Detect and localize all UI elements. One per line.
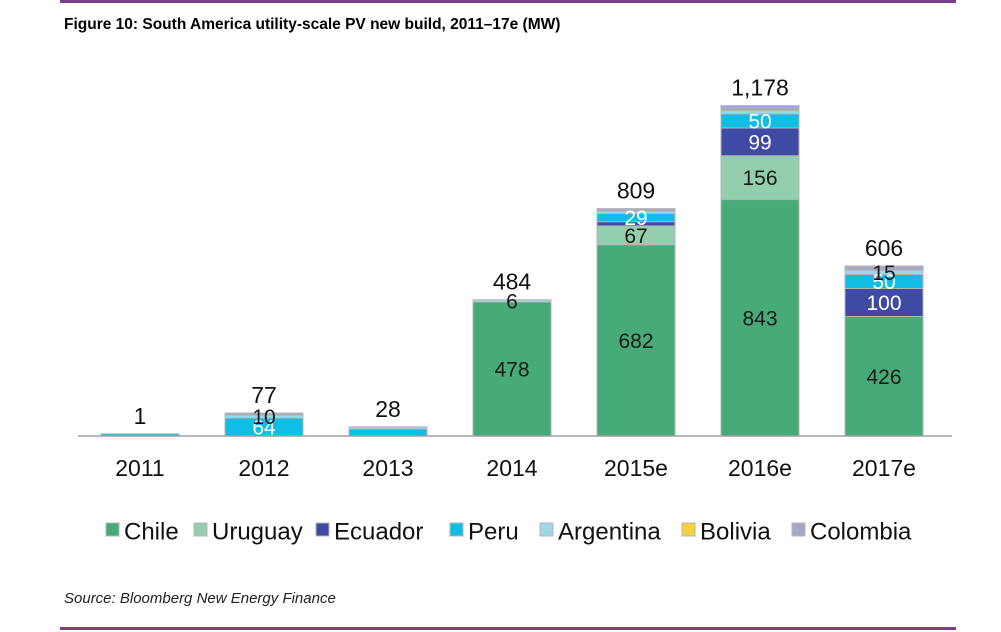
legend-label-chile: Chile [124,519,179,546]
data-label-2015e-peru: 29 [624,207,647,230]
x-tick-label-2015e: 2015e [604,455,668,481]
total-labels-layer: 1 77 28 484 809 1,178 606 [134,75,904,429]
total-label-2016e: 1,178 [731,75,789,101]
data-label-2017e-chile: 426 [866,366,901,389]
bar-2017e-colombia [844,265,924,271]
data-label-2016e-peru: 50 [748,110,771,133]
x-tick-label-2014: 2014 [486,455,537,481]
bars-layer [100,105,924,437]
data-label-2017e-argentina: 15 [872,262,895,285]
bar-2013-argentina [348,426,428,430]
legend-swatch-chile [105,522,120,537]
data-label-2016e-chile: 843 [742,307,777,330]
bar-2016e-chile [720,199,800,437]
legend: Chile Uruguay Ecuador Peru Argentina Bolivia C… [105,519,912,546]
bottom-rule [60,627,956,630]
bar-2016e-uruguay [720,155,800,201]
bar-2015e-chile [596,244,676,437]
legend-swatch-colombia [791,522,806,537]
total-label-2013: 28 [375,396,401,422]
chart-title: Figure 10: South America utility-scale P… [64,16,561,33]
source-note: Source: Bloomberg New Energy Finance [64,590,336,607]
data-label-2014-chile: 478 [494,358,529,381]
data-label-2017e-peru: 50 [872,271,895,294]
bar-2015e-colombia [596,208,676,212]
legend-label-colombia: Colombia [810,519,912,546]
top-rule [60,0,956,3]
total-label-2011: 1 [134,403,147,429]
total-label-2015e: 809 [617,178,655,204]
bar-2012-colombia [224,412,304,416]
legend-swatch-argentina [539,522,554,537]
data-label-2015e-chile: 682 [618,330,653,353]
legend-label-uruguay: Uruguay [212,519,303,546]
bar-2017e-chile [844,316,924,437]
legend-label-peru: Peru [468,519,519,546]
data-label-2014-argentina: 6 [506,290,518,313]
legend-swatch-uruguay [193,522,208,537]
x-tick-label-2011: 2011 [115,455,164,481]
total-label-2012: 77 [251,382,277,408]
total-label-2017e: 606 [865,235,903,261]
x-tick-label-2013: 2013 [362,455,413,481]
legend-swatch-bolivia [681,522,696,537]
bar-2014-argentina [472,299,552,303]
data-label-2016e-uruguay: 156 [742,167,777,190]
x-tick-label-2016e: 2016e [728,455,792,481]
bar-2017e-ecuador [844,287,924,318]
legend-label-bolivia: Bolivia [700,519,771,546]
legend-swatch-peru [449,522,464,537]
legend-swatch-ecuador [315,522,330,537]
data-label-2017e-ecuador: 100 [866,292,901,315]
x-tick-label-2012: 2012 [238,455,289,481]
data-label-2012-peru: 64 [252,417,276,440]
x-tick-labels-layer: 2011 2012 2013 2014 2015e 2016e 2017e [115,455,916,481]
legend-label-argentina: Argentina [558,519,661,546]
legend-label-ecuador: Ecuador [334,519,423,546]
total-label-2014: 484 [493,269,532,295]
bar-2013-peru [348,428,428,437]
data-label-2015e-uruguay: 67 [624,225,647,248]
x-tick-label-2017e: 2017e [852,455,916,481]
data-label-2012-argentina: 10 [252,406,275,429]
data-label-2016e-ecuador: 99 [748,131,771,154]
bar-2016e-colombia [720,105,800,112]
